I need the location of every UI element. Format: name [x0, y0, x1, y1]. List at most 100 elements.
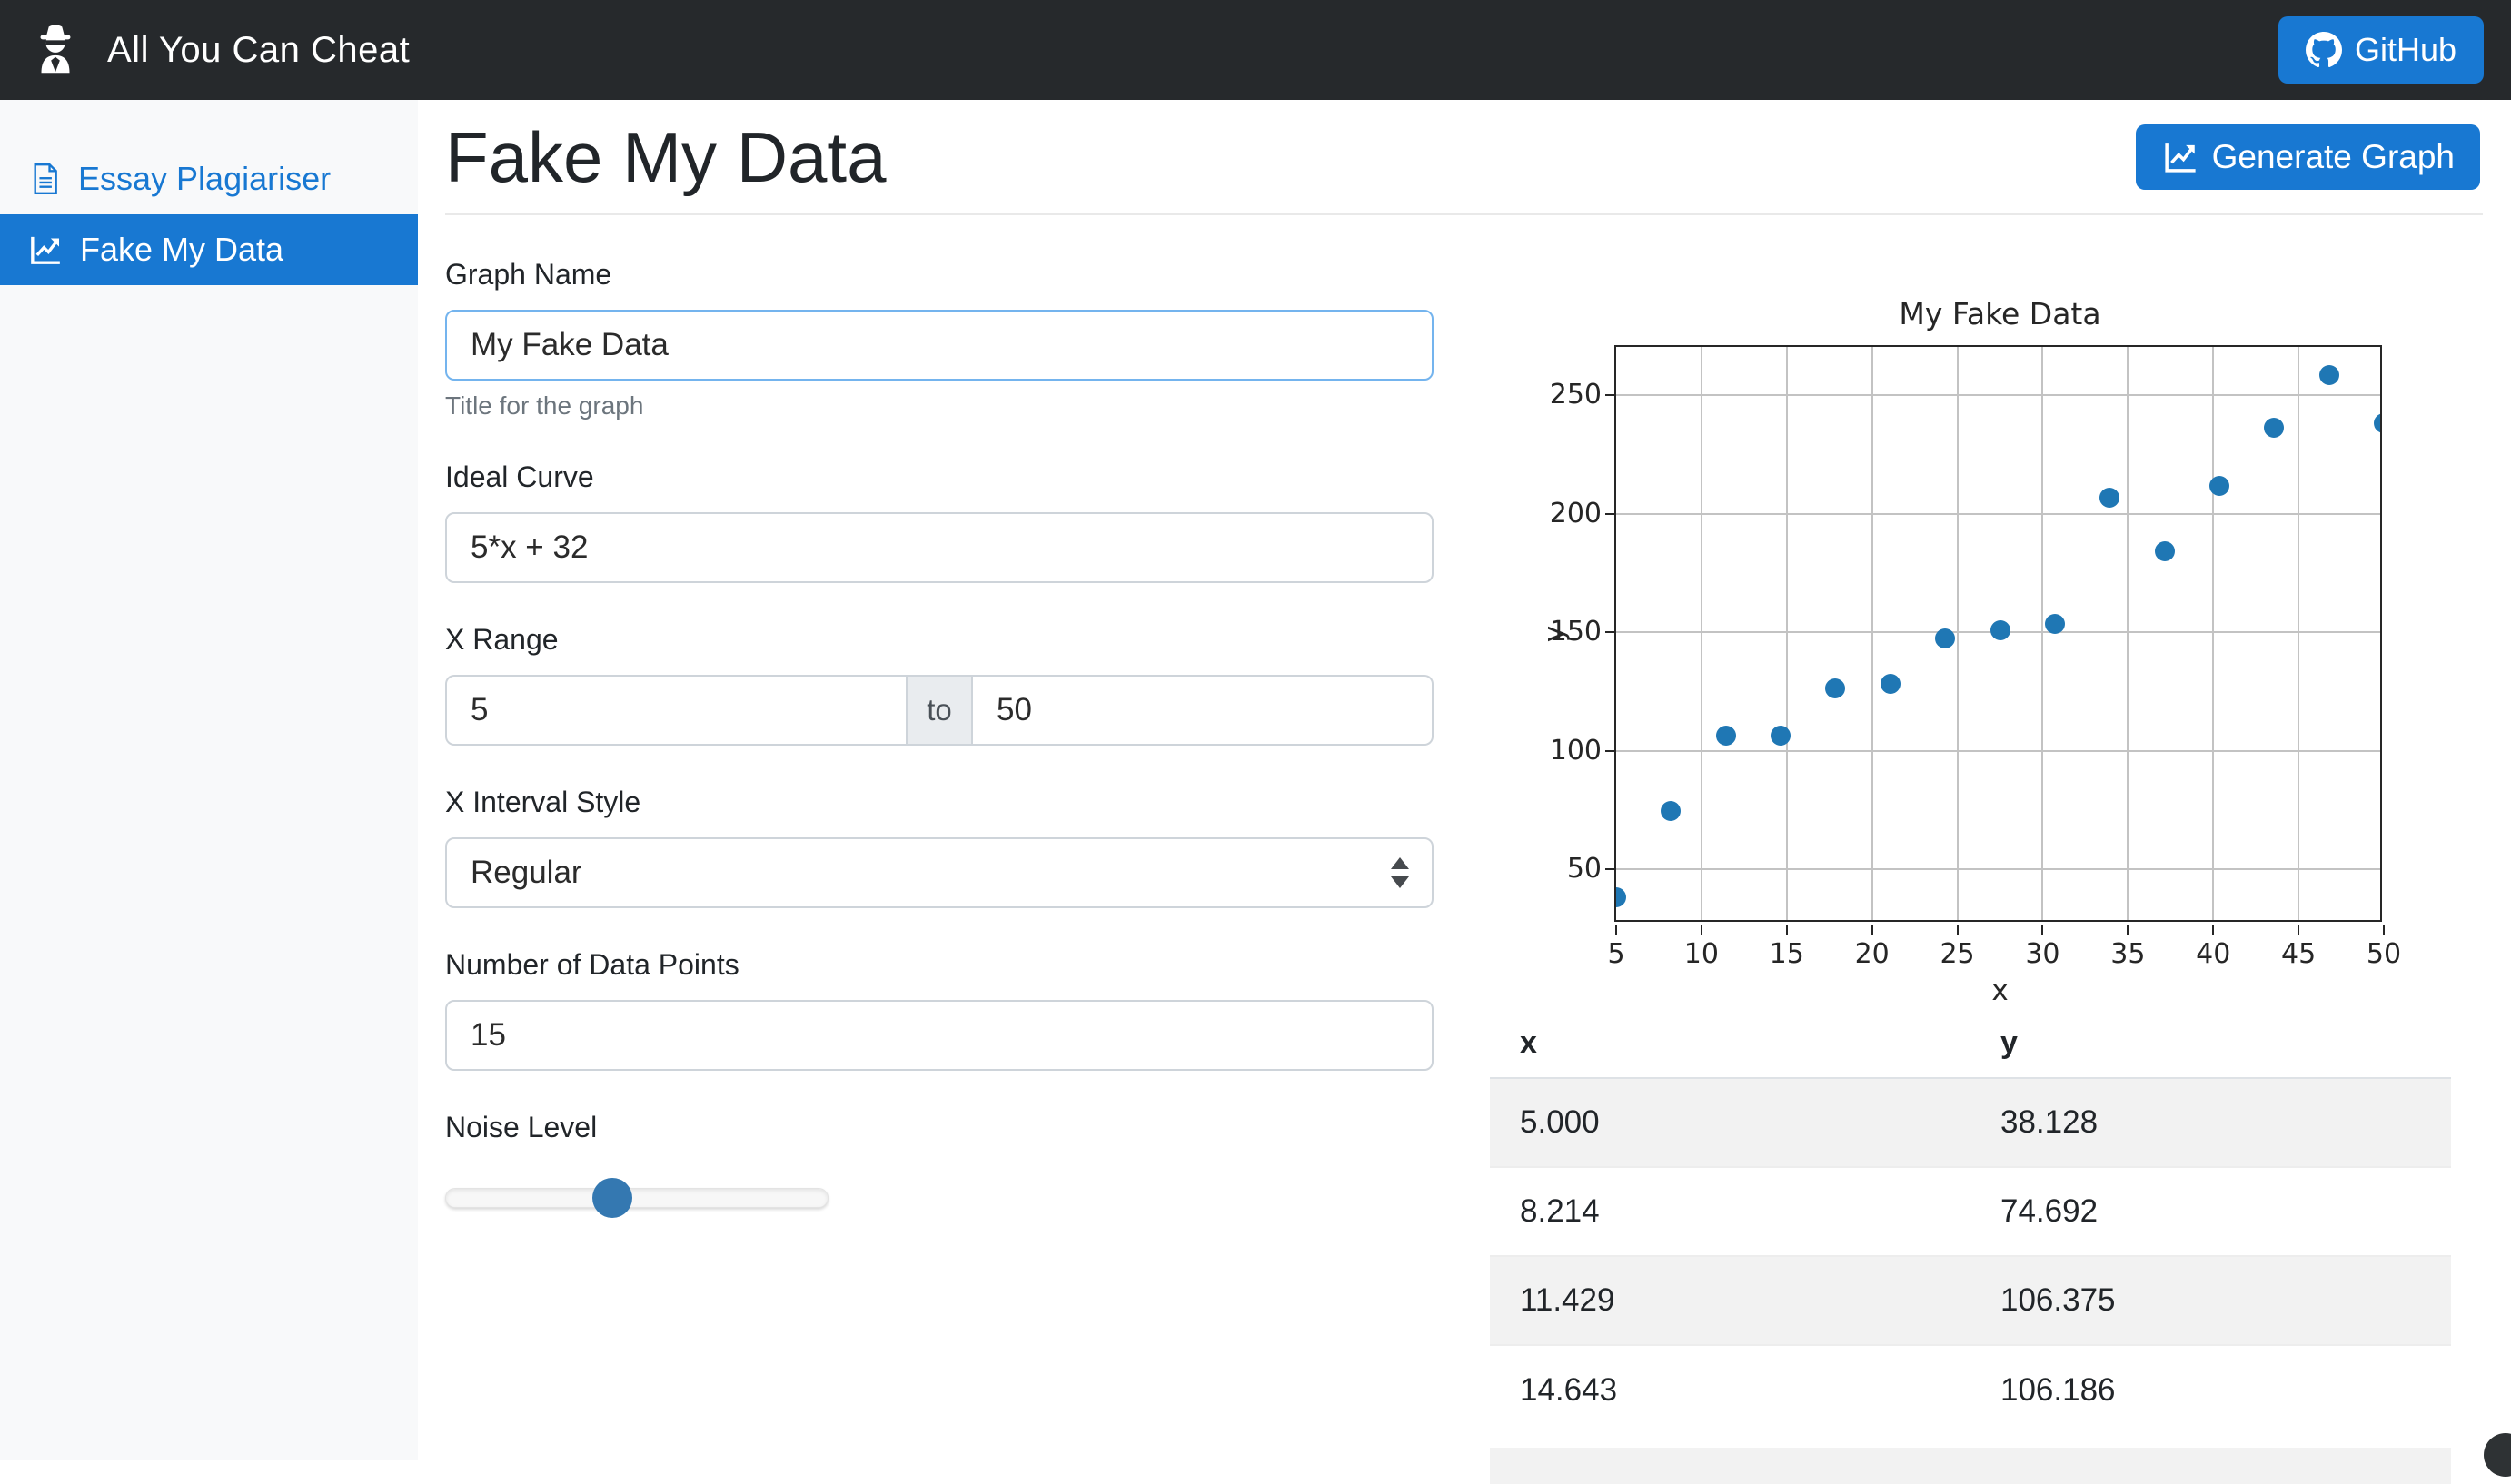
y-tick-label: 150 [1520, 616, 1602, 648]
y-tick-mark [1605, 513, 1614, 515]
spy-icon [27, 22, 84, 78]
gridline [1786, 347, 1788, 920]
x-tick-label: 35 [2091, 938, 2164, 970]
table-row-partial [1490, 1448, 2451, 1484]
gridline [2041, 347, 2043, 920]
github-button-label: GitHub [2355, 31, 2456, 69]
table-cell: 11.429 [1490, 1256, 1970, 1345]
x-tick-mark [1786, 925, 1788, 935]
scatter-point [1990, 620, 2010, 640]
table-cell: 106.375 [1970, 1256, 2451, 1345]
document-icon [27, 162, 62, 196]
x-range-to-addon: to [906, 675, 973, 746]
navbar-brand[interactable]: All You Can Cheat [27, 22, 410, 78]
scatter-point [1881, 674, 1901, 694]
chart-line-icon [2161, 138, 2199, 176]
gridline [1616, 513, 2380, 515]
x-tick-mark [1957, 925, 1959, 935]
table-cell: 106.186 [1970, 1345, 2451, 1434]
header-divider [445, 213, 2483, 215]
sidebar-item-label: Fake My Data [80, 231, 283, 269]
y-tick-mark [1605, 868, 1614, 870]
ideal-curve-input[interactable] [445, 512, 1434, 583]
x-tick-label: 40 [2177, 938, 2249, 970]
chart-plot-area [1614, 345, 2382, 922]
noise-level-slider-track[interactable] [445, 1188, 829, 1208]
x-tick-mark [2212, 925, 2214, 935]
graph-settings-form: Graph Name Title for the graph Ideal Cur… [445, 258, 1434, 1261]
x-tick-mark [2383, 925, 2385, 935]
brand-title: All You Can Cheat [107, 30, 410, 71]
x-tick-mark [2127, 925, 2129, 935]
navbar: All You Can Cheat GitHub [0, 0, 2511, 100]
x-range-from-input[interactable] [445, 675, 906, 746]
graph-name-input[interactable] [445, 310, 1434, 381]
table-cell: 74.692 [1970, 1167, 2451, 1256]
table-column-header: x [1490, 1008, 1970, 1078]
sidebar-item-essay-plagiariser[interactable]: Essay Plagiariser [0, 143, 418, 214]
scatter-point [2264, 418, 2284, 438]
x-tick-label: 30 [2006, 938, 2079, 970]
gridline [1701, 347, 1702, 920]
chart-title: My Fake Data [1614, 296, 2386, 331]
ideal-curve-label: Ideal Curve [445, 460, 1434, 494]
scatter-point [1935, 628, 1955, 648]
table-cell: 14.643 [1490, 1345, 1970, 1434]
sidebar-item-fake-my-data[interactable]: Fake My Data [0, 214, 418, 285]
chart-line-icon [27, 232, 64, 268]
num-data-points-label: Number of Data Points [445, 948, 1434, 982]
y-tick-mark [1605, 631, 1614, 633]
num-data-points-input[interactable] [445, 1000, 1434, 1071]
y-tick-label: 100 [1520, 735, 1602, 767]
x-tick-label: 25 [1921, 938, 1994, 970]
updown-caret-icon [1390, 856, 1410, 890]
main-content: Fake My Data Generate Graph Graph Name T… [418, 100, 2511, 1460]
gridline [2127, 347, 2129, 920]
y-tick-mark [1605, 394, 1614, 396]
y-tick-label: 250 [1520, 379, 1602, 411]
noise-level-slider-thumb[interactable] [592, 1178, 632, 1218]
table-cell: 5.000 [1490, 1078, 1970, 1167]
generate-graph-button[interactable]: Generate Graph [2136, 124, 2480, 190]
x-interval-style-value: Regular [471, 855, 582, 891]
chart-x-axis-label: x [1614, 974, 2386, 1007]
x-tick-label: 50 [2347, 938, 2420, 970]
y-tick-mark [1605, 750, 1614, 752]
x-tick-label: 20 [1836, 938, 1909, 970]
x-tick-mark [1701, 925, 1702, 935]
x-tick-mark [2298, 925, 2299, 935]
scatter-point [2155, 541, 2175, 561]
x-tick-label: 45 [2262, 938, 2335, 970]
gridline [1957, 347, 1959, 920]
page-title: Fake My Data [445, 116, 886, 199]
y-tick-label: 200 [1520, 498, 1602, 529]
sidebar-item-label: Essay Plagiariser [78, 160, 331, 198]
scatter-point [2045, 614, 2065, 634]
x-range-to-input[interactable] [973, 675, 1434, 746]
table-cell: 8.214 [1490, 1167, 1970, 1256]
x-range-label: X Range [445, 623, 1434, 657]
scatter-point [1614, 887, 1626, 907]
gridline [1616, 750, 2380, 752]
gridline [1616, 868, 2380, 870]
y-tick-label: 50 [1520, 853, 1602, 885]
x-tick-mark [1615, 925, 1617, 935]
github-button[interactable]: GitHub [2278, 16, 2484, 84]
scatter-point [1716, 726, 1736, 746]
noise-level-label: Noise Level [445, 1111, 1434, 1144]
table-column-header: y [1970, 1008, 2451, 1078]
graph-name-label: Graph Name [445, 258, 1434, 292]
gridline [2298, 347, 2299, 920]
x-interval-style-select[interactable]: Regular [445, 837, 1434, 908]
gridline [1616, 394, 2380, 396]
x-tick-mark [1871, 925, 1873, 935]
github-icon [2306, 32, 2342, 68]
scatter-point [2319, 365, 2339, 385]
noise-level-slider [445, 1175, 829, 1221]
graph-name-help: Title for the graph [445, 391, 1434, 420]
